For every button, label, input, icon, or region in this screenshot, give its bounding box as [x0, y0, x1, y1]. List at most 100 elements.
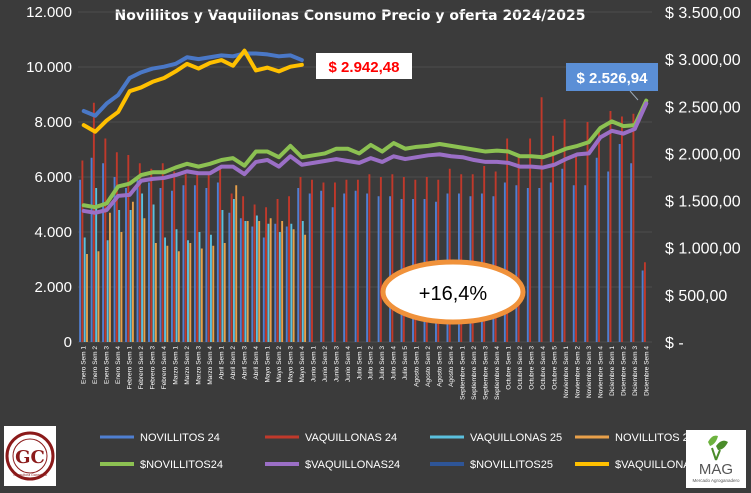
bar	[299, 177, 302, 342]
bar	[118, 210, 121, 342]
bar	[86, 254, 88, 342]
legend-label: VAQUILLONAS 24	[305, 432, 397, 444]
bar	[607, 171, 610, 342]
bar	[210, 234, 212, 342]
bar	[251, 226, 254, 342]
bar	[164, 237, 166, 342]
bar	[152, 204, 155, 342]
mag-stem-icon	[711, 447, 721, 461]
y-axis-right: $ 3.500,00 $ 3.000,00 $ 2.500,00 $ 2.000,00…	[665, 5, 741, 352]
bar	[255, 215, 258, 342]
x-tick-label: Marzo Sem 2	[184, 346, 191, 385]
x-tick-label: Mayo Sem 2	[276, 346, 283, 383]
x-tick-label: Mayo Sem 4	[299, 346, 306, 383]
bar	[90, 157, 93, 342]
bar	[552, 135, 555, 342]
x-tick-label: Abril Sem 3	[241, 346, 248, 380]
bar	[246, 221, 249, 342]
bar	[193, 185, 196, 342]
bar	[253, 204, 256, 342]
x-tick-label: Septiembre Sem 3	[483, 346, 490, 400]
bar	[81, 160, 84, 342]
bar	[173, 171, 176, 342]
y-right-tick-label: $ 500,00	[665, 288, 727, 305]
bar	[517, 155, 520, 342]
bar	[154, 243, 157, 342]
bar	[97, 251, 100, 342]
bar	[379, 177, 382, 342]
x-tick-label: Junio Sem 3	[333, 346, 340, 383]
bar	[529, 138, 532, 342]
bar	[506, 138, 509, 342]
bar	[643, 262, 646, 342]
bar	[148, 182, 150, 342]
bar	[196, 174, 199, 342]
x-tick-label: Octubre Sem 1	[506, 346, 513, 390]
x-tick-label: Marzo Sem 1	[173, 346, 180, 385]
y-left-tick-label: 6.000	[34, 169, 72, 186]
x-tick-label: Diciembre Sem 3	[632, 346, 639, 396]
y-axis-left: 12.000 10.000 8.000 6.000 4.000 2.000 0	[26, 4, 72, 351]
x-tick-label: Diciembre Sem 1	[609, 346, 616, 396]
x-tick-label: Agosto Sem 1	[414, 346, 421, 387]
mag-logo-subtitle: Mercado Agroganadero	[692, 478, 740, 483]
gc-logo-ring	[5, 431, 55, 481]
x-tick-label: Abril Sem 2	[230, 346, 237, 380]
bar	[586, 122, 589, 342]
y-right-tick-label: $ 3.000,00	[665, 52, 741, 69]
x-tick-label: Agosto Sem 4	[448, 346, 455, 387]
x-tick-label: Octubre Sem 4	[540, 346, 547, 390]
bar	[563, 119, 566, 342]
bar	[115, 152, 118, 342]
bar	[182, 185, 185, 342]
callout-novillitos25: $ 2.942,48	[316, 53, 412, 79]
bar	[267, 223, 270, 342]
x-tick-label: Julio Sem 4	[391, 346, 398, 380]
bar	[230, 193, 233, 342]
callout-vaquillonas24-text: $ 2.526,94	[577, 70, 649, 87]
gc-logo: GC Consultora Ganadera	[4, 426, 56, 486]
change-badge: +16,4%	[380, 259, 526, 325]
bar	[198, 232, 201, 342]
bar	[621, 116, 623, 342]
mag-leaf-icon	[708, 435, 718, 446]
x-tick-label: Noviembre Sem 1	[563, 346, 570, 398]
bar	[425, 177, 428, 342]
x-tick-label: Febrero Sem 1	[127, 346, 134, 390]
bar	[120, 232, 123, 342]
callout-novillitos25-text: $ 2.942,48	[329, 59, 400, 76]
bar	[526, 188, 529, 342]
bar	[166, 245, 169, 342]
bar	[79, 179, 82, 342]
bar	[216, 182, 219, 342]
bar	[641, 270, 644, 342]
bar	[304, 234, 307, 342]
bar	[106, 240, 109, 342]
bar	[170, 190, 173, 342]
bar	[187, 240, 189, 342]
bar	[129, 210, 132, 342]
bar	[239, 218, 242, 342]
x-tick-label: Febrero Sem 4	[161, 346, 168, 390]
legend-label: $NOVILLITOS24	[140, 459, 223, 471]
callout-leader-line	[629, 90, 639, 101]
bar	[95, 188, 98, 342]
x-tick-label: Septiembre Sem 4	[494, 346, 501, 400]
bar	[161, 163, 164, 342]
x-tick-label: Agosto Sem 2	[425, 346, 432, 387]
callout-vaquillonas24: $ 2.526,94	[566, 63, 658, 101]
x-tick-label: Abril Sem 4	[253, 346, 260, 380]
series-line	[81, 51, 304, 118]
bar	[515, 185, 518, 342]
bar	[460, 174, 463, 342]
bar	[274, 223, 277, 342]
bar	[311, 179, 313, 342]
x-tick-label: Mayo Sem 1	[264, 346, 271, 383]
x-tick-label: Enero Sem 4	[115, 346, 122, 384]
bar	[292, 229, 295, 342]
x-tick-label: Enero Sem 2	[92, 346, 99, 384]
bar	[189, 243, 192, 342]
x-tick-label: Junio Sem 1	[310, 346, 317, 383]
bar	[483, 166, 486, 342]
legend-label: VAQUILLONAS 25	[470, 432, 562, 444]
